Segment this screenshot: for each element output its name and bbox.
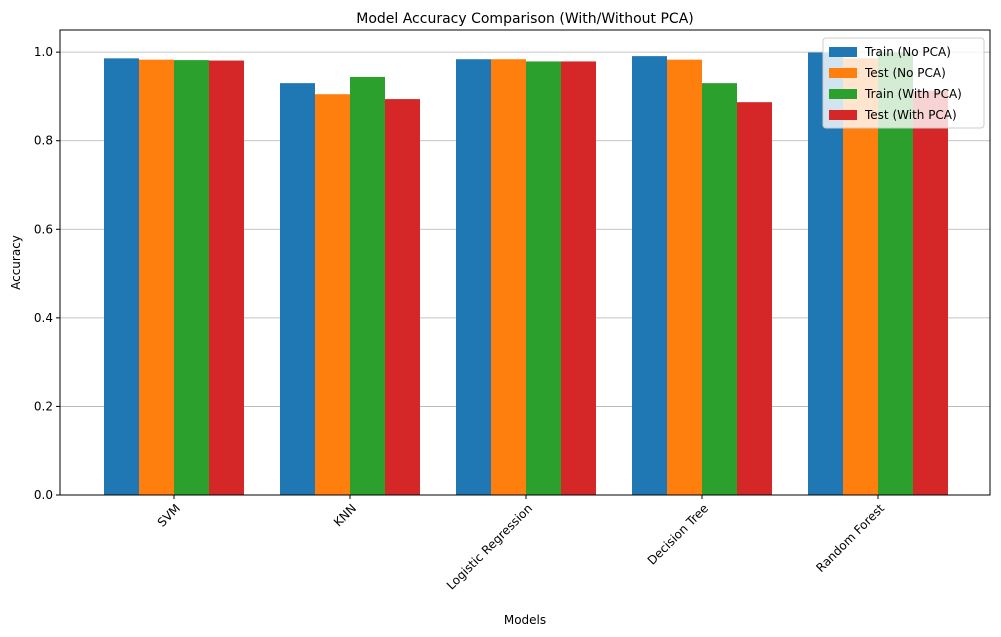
bar — [280, 83, 315, 496]
bar — [737, 102, 772, 495]
x-tick-label: KNN — [331, 501, 359, 529]
y-tick-label: 0.2 — [34, 399, 53, 413]
legend-label: Test (With PCA) — [864, 108, 957, 122]
bar — [139, 59, 174, 496]
bar — [385, 99, 420, 495]
bars — [104, 52, 948, 496]
legend-swatch — [829, 110, 857, 120]
bar — [315, 94, 350, 495]
bar — [561, 61, 596, 495]
legend-swatch — [829, 68, 857, 78]
y-tick-label: 0.8 — [34, 134, 53, 148]
bar — [456, 59, 491, 495]
bar — [702, 83, 737, 496]
x-tick-label: Random Forest — [813, 501, 887, 575]
y-tick-label: 0.6 — [34, 222, 53, 236]
bar — [843, 58, 878, 495]
x-tick-label: SVM — [155, 501, 183, 529]
y-tick-label: 1.0 — [34, 45, 53, 59]
legend-swatch — [829, 89, 857, 99]
chart-title: Model Accuracy Comparison (With/Without … — [356, 11, 694, 27]
y-tick-label: 0.4 — [34, 311, 53, 325]
legend: Train (No PCA) Test (No PCA) Train (With P… — [822, 37, 985, 129]
bar — [209, 60, 244, 496]
legend-label: Train (With PCA) — [864, 87, 962, 101]
x-tick-label: Decision Tree — [645, 501, 711, 567]
legend-label: Train (No PCA) — [864, 45, 951, 59]
bar — [632, 56, 667, 495]
bar — [667, 59, 702, 496]
bar — [174, 60, 209, 495]
y-axis: 0.0 0.2 0.4 0.6 0.8 1.0 — [34, 45, 60, 502]
legend-swatch — [829, 47, 857, 57]
bar — [491, 59, 526, 495]
x-axis-title: Models — [504, 613, 546, 627]
legend-label: Test (No PCA) — [864, 66, 946, 80]
x-tick-label: Logistic Regression — [444, 501, 535, 592]
x-axis: SVM KNN Logistic Regression Decision Tree Ra… — [155, 495, 887, 593]
y-axis-title: Accuracy — [9, 235, 23, 290]
bar — [350, 76, 385, 495]
plot-frame — [59, 29, 991, 496]
bar — [526, 61, 561, 495]
y-tick-label: 0.0 — [34, 488, 53, 502]
bar — [104, 58, 139, 495]
legend-box — [822, 37, 985, 129]
bar — [913, 90, 948, 496]
